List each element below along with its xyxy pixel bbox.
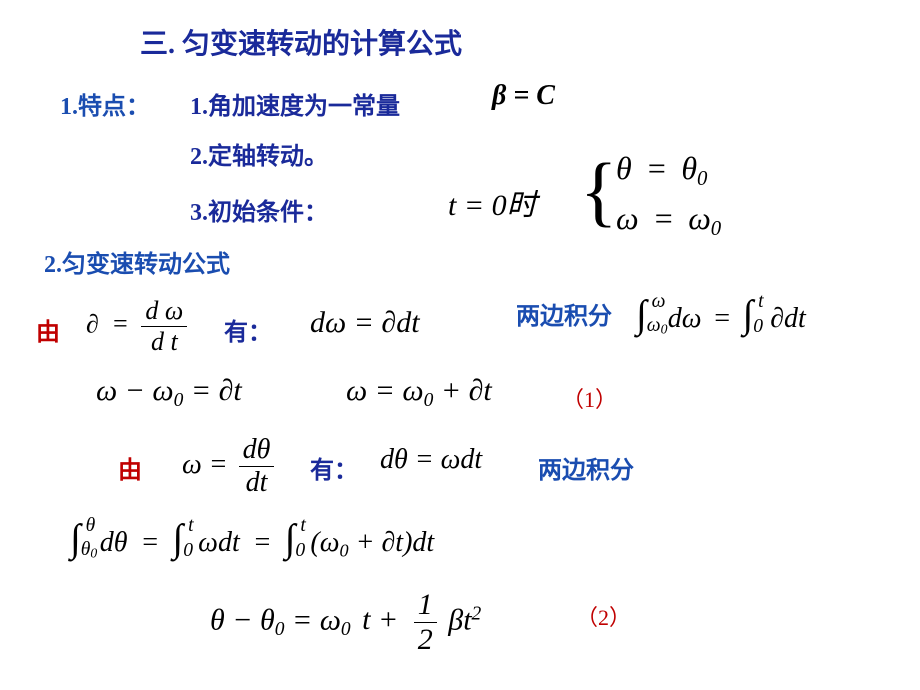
formula-res1a: ω − ω0 = ∂t [96, 374, 242, 412]
int1-r-body: ∂dt [760, 303, 806, 334]
alpha-num: d ω [141, 296, 187, 326]
formula-final: θ − θ0 = ω0 t + 1 2 βt2 [210, 588, 481, 657]
formula-int1: ∫ω0ω dω = ∫0t ∂dt [636, 292, 806, 337]
omegadef-den: dt [239, 466, 275, 499]
formula-alpha-def: ∂ = d ω d t [86, 296, 187, 357]
res1b-tail: + ∂t [433, 374, 491, 407]
omegadef-num: dθ [239, 434, 275, 466]
res1b-lhs: ω = ω [346, 374, 424, 407]
int2b-body: ωdt [190, 527, 240, 558]
final-frac: 1 2 [414, 588, 437, 657]
ic-theta-sym: θ [616, 150, 632, 186]
formula-omega-def: ω = dθ dt [182, 434, 274, 499]
ic-theta0-sub: 0 [697, 167, 707, 190]
int2b-eq: = [135, 527, 166, 558]
alpha-lhs: ∂ [86, 309, 99, 338]
ic-theta: θ = θ0 [616, 150, 707, 191]
ic-omega0-sub: 0 [711, 217, 721, 240]
ic-theta0: θ [681, 150, 697, 186]
formula-t0: t = 0时 [448, 180, 537, 224]
res1a-body: ω − ω [96, 374, 174, 407]
final-beta: βt [448, 603, 471, 636]
ic-omega0: ω [688, 200, 711, 236]
formula-domega: dω = ∂dt [310, 306, 420, 340]
int2c-body: (ω [310, 527, 339, 558]
ic-omega-sym: ω [616, 200, 639, 236]
int2c-sub: 0 [339, 540, 348, 560]
int1-l-sym: ∫ω0ω [636, 293, 647, 336]
final-sub1: 0 [275, 619, 285, 640]
feature-1: 1.角加速度为一常量 [190, 86, 400, 121]
word-you-2: 由 [118, 450, 142, 485]
section-title: 三. 匀变速转动的计算公式 [140, 22, 462, 62]
word-integrate-2: 两边积分 [538, 450, 634, 485]
formula-dtheta: dθ = ωdt [380, 444, 482, 476]
ref-2: （2） [576, 600, 631, 632]
formula-int2: ∫θ0θ dθ = ∫0t ωdt = ∫0t (ω0 + ∂t)dt [70, 516, 434, 561]
ref-1: （1） [562, 382, 617, 414]
label-formulas: 2.匀变速转动公式 [44, 244, 230, 279]
int2a-sym: ∫θ0θ [70, 517, 81, 560]
t0-label: t = 0时 [448, 189, 537, 222]
feature-2: 2.定轴转动。 [190, 136, 328, 171]
int2c-sym: ∫0t [285, 517, 296, 560]
ic-eq2: = [647, 200, 681, 236]
int2c-eq: = [247, 527, 278, 558]
int2c-tail: + ∂t)dt [349, 527, 435, 558]
omegadef-lhs: ω = [182, 449, 228, 480]
res1a-tail: = ∂t [183, 374, 241, 407]
word-you-1: 由 [36, 312, 60, 347]
ic-eq1: = [640, 150, 674, 186]
alpha-den: d t [141, 326, 187, 357]
word-have-1: 有： [224, 312, 272, 347]
final-t: t + [358, 603, 402, 636]
formula-beta-c: β = C [492, 80, 555, 112]
res1a-sub: 0 [174, 390, 184, 411]
final-num: 1 [414, 588, 437, 622]
ic-omega: ω = ω0 [616, 200, 721, 241]
final-den: 2 [414, 622, 437, 657]
res1b-sub: 0 [424, 390, 434, 411]
final-mid: = ω [292, 603, 341, 636]
int2b-sym: ∫0t [172, 517, 183, 560]
omegadef-frac: dθ dt [239, 434, 275, 499]
alpha-frac: d ω d t [141, 296, 187, 357]
final-lhs: θ − θ [210, 603, 275, 636]
formula-res1b: ω = ω0 + ∂t [346, 374, 492, 412]
final-sub2: 0 [341, 619, 351, 640]
word-integrate-1: 两边积分 [516, 296, 612, 331]
feature-3: 3.初始条件： [190, 192, 328, 227]
final-sq: 2 [472, 604, 482, 625]
alpha-eq: = [105, 309, 135, 338]
label-features: 1.特点： [60, 86, 150, 121]
int1-r-sym: ∫0t [742, 293, 753, 336]
brace-icon: { [580, 152, 617, 230]
word-have-2: 有： [310, 450, 358, 485]
